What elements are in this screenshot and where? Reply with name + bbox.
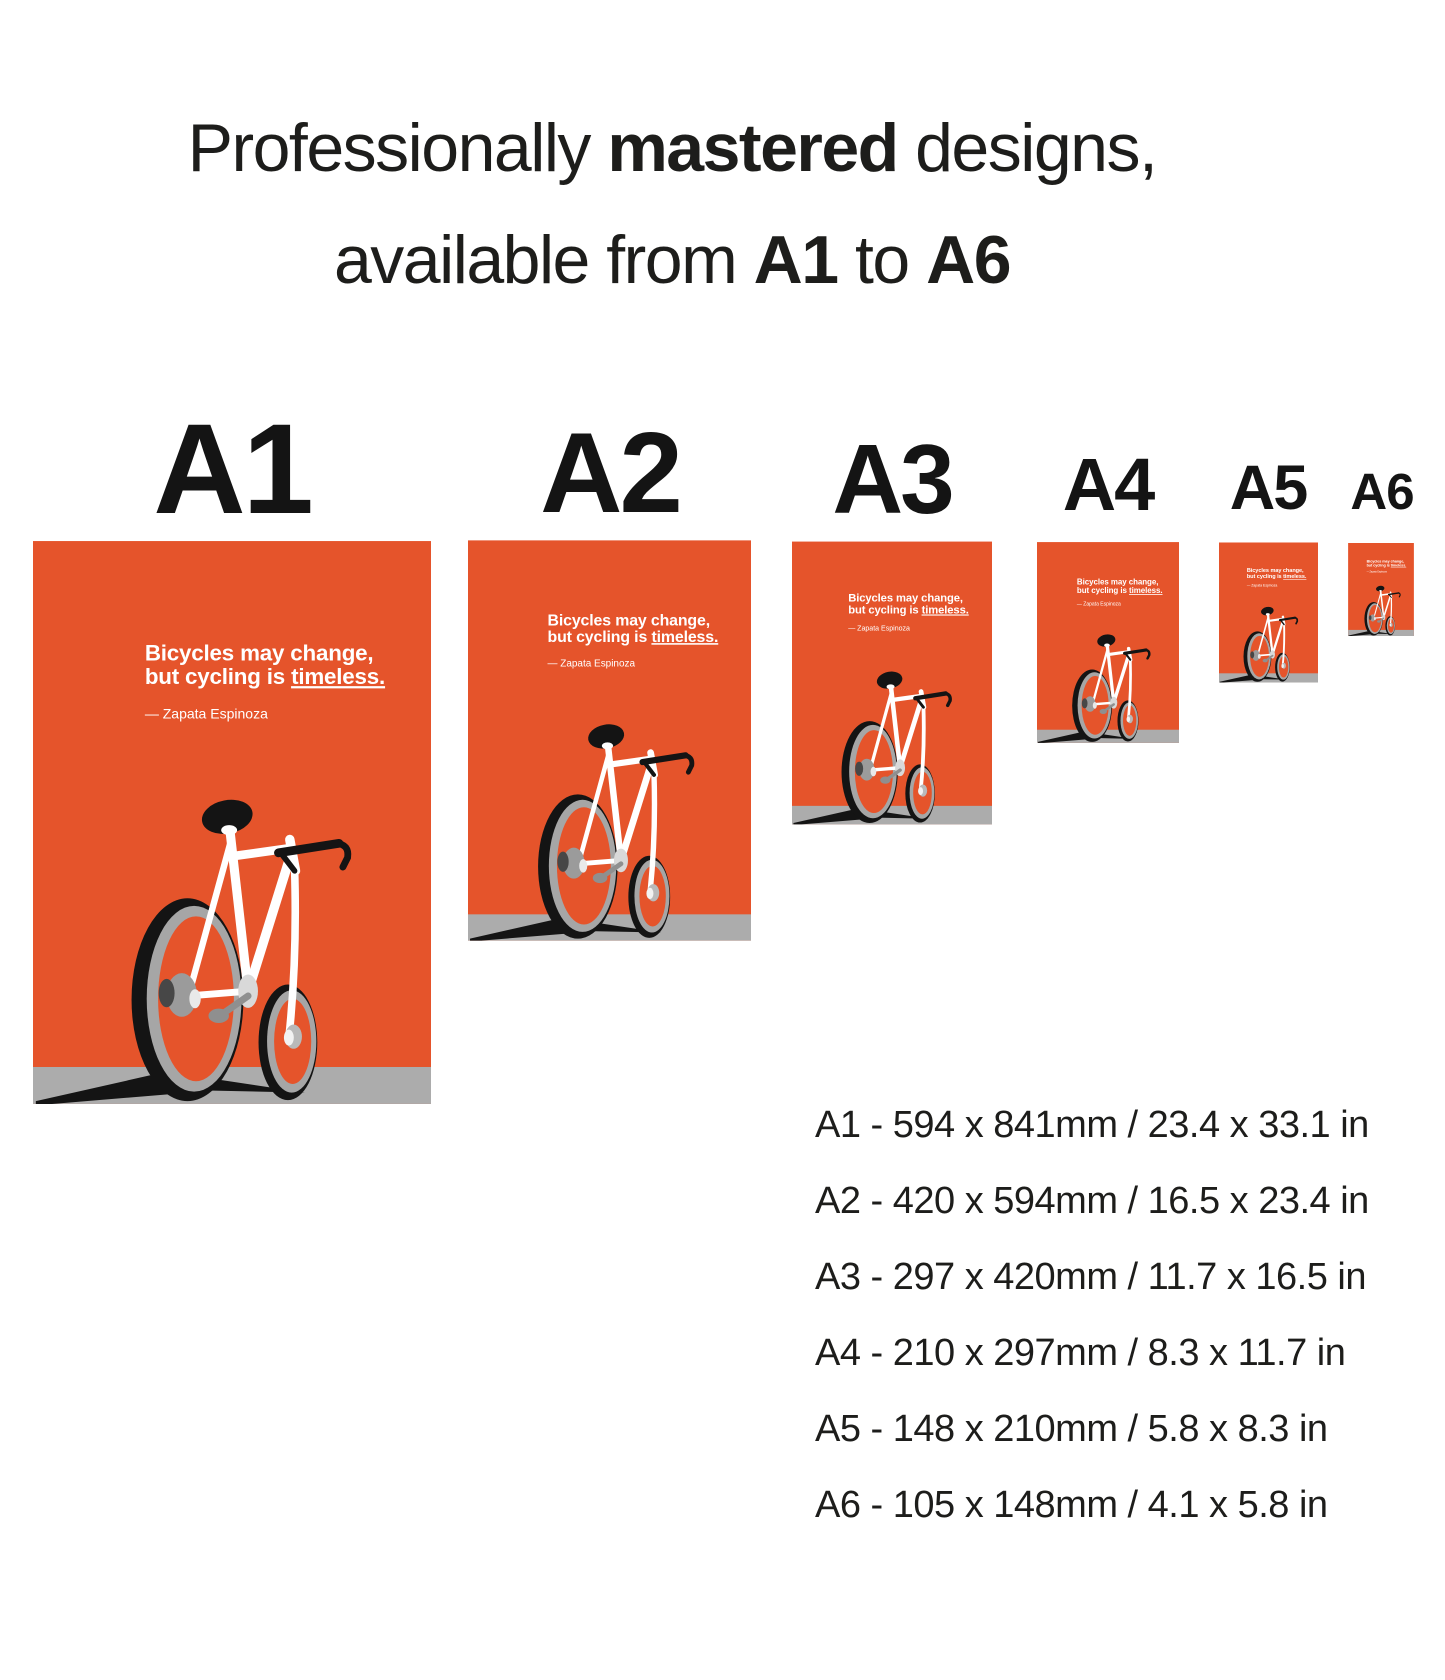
size-label-a1: A1 [153, 398, 314, 541]
poster-a1: Bicycles may change, but cycling is time… [33, 540, 431, 1105]
poster-artwork: Bicycles may change, but cycling is time… [33, 541, 431, 1104]
poster-a4 [1037, 542, 1179, 743]
size-label-a3: A3 [832, 424, 954, 534]
heading-line-1: Professionally mastered designs, [187, 92, 1158, 204]
drivetrain [158, 973, 302, 1049]
page-title: Professionally mastered designs, availab… [187, 92, 1158, 316]
poster-quote-line1: Bicycles may change, [145, 640, 374, 665]
handlebar [274, 838, 352, 874]
heading-text: designs, [897, 110, 1158, 186]
saddle [201, 799, 253, 836]
heading-bold-a1: A1 [753, 222, 839, 298]
poster-a3 [792, 541, 992, 825]
poster-a2 [468, 540, 751, 941]
size-list-item-a4: A4 - 210 x 297mm / 8.3 x 11.7 in [815, 1332, 1346, 1374]
size-label-a2: A2 [540, 410, 683, 537]
size-label-a4: A4 [1062, 443, 1156, 526]
heading-line-2: available from A1 to A6 [188, 204, 1157, 316]
heading-text: to [837, 222, 927, 298]
size-list-item-a2: A2 - 420 x 594mm / 16.5 x 23.4 in [815, 1180, 1369, 1222]
bike-frame [184, 818, 301, 1042]
quote-line2-underlined: timeless. [291, 664, 385, 689]
size-list-item-a5: A5 - 148 x 210mm / 5.8 x 8.3 in [815, 1408, 1328, 1450]
heading-bold-a6: A6 [926, 222, 1011, 298]
poster-attribution: — Zapata Espinoza [145, 705, 268, 721]
poster-a5 [1219, 542, 1318, 683]
size-label-a6: A6 [1350, 463, 1414, 520]
size-label-a5: A5 [1229, 453, 1309, 523]
heading-text: Professionally [187, 110, 608, 186]
quote-line2-plain: but cycling is [145, 664, 291, 689]
poster-a6 [1348, 543, 1414, 636]
heading-text: available from [333, 222, 754, 298]
size-list-item-a6: A6 - 105 x 148mm / 4.1 x 5.8 in [815, 1484, 1328, 1526]
size-list-item-a1: A1 - 594 x 841mm / 23.4 x 33.1 in [815, 1104, 1369, 1146]
heading-bold-mastered: mastered [607, 110, 899, 186]
size-list: A1 - 594 x 841mm / 23.4 x 33.1 in A2 - 4… [815, 1103, 1369, 1559]
size-list-item-a3: A3 - 297 x 420mm / 11.7 x 16.5 in [815, 1256, 1366, 1298]
poster-quote-line2: but cycling is timeless. [145, 664, 385, 689]
